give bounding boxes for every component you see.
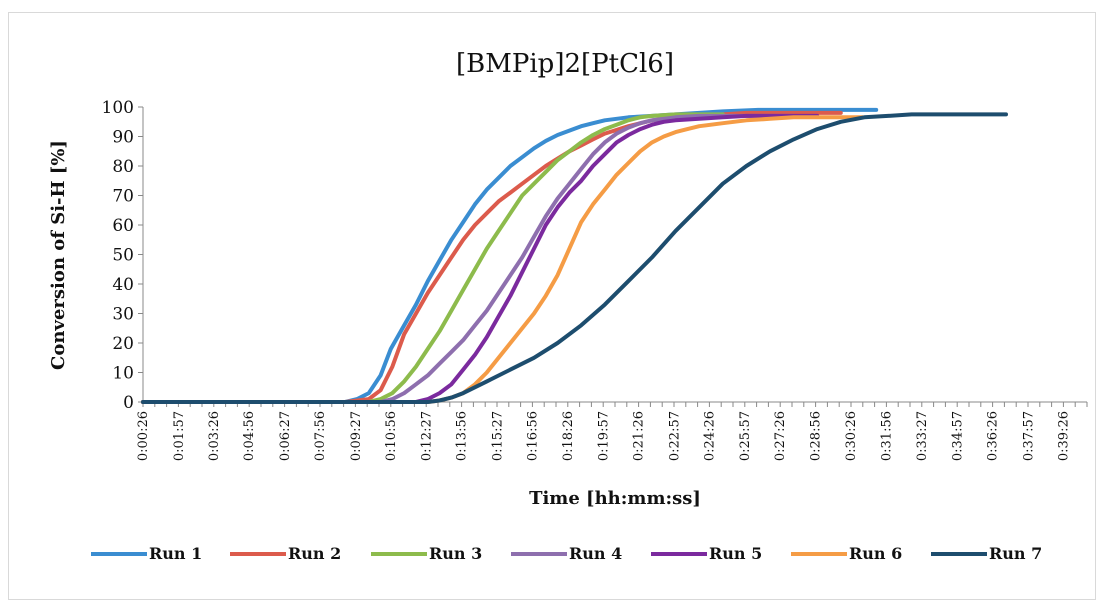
x-tick-label: 0:24:26 — [702, 411, 717, 461]
x-tick-label: 0:31:56 — [879, 411, 894, 461]
plot-area — [141, 107, 1008, 404]
y-tick-label: 10 — [112, 364, 134, 384]
series-line-run-5 — [141, 113, 820, 404]
y-axis-label: Conversion of Si-H [%] — [48, 140, 69, 370]
series-line-run-6 — [141, 115, 865, 404]
series-line-run-7 — [141, 112, 1008, 404]
y-tick-label: 50 — [112, 246, 134, 266]
y-tick-label: 100 — [102, 98, 134, 118]
y-tick-label: 70 — [112, 187, 134, 207]
legend-item-label: Run 6 — [849, 544, 902, 563]
legend-item-label: Run 2 — [288, 544, 341, 563]
y-tick-label: 20 — [112, 334, 134, 354]
x-tick-label: 0:15:27 — [490, 411, 505, 461]
y-tick-label: 40 — [112, 275, 134, 295]
y-axis: 0 10 20 30 40 50 60 70 80 90 100 — [102, 98, 144, 413]
line-chart: [BMPip]2[PtCl6] Conversion of Si-H [%] T… — [48, 49, 1088, 563]
y-tick-label: 0 — [123, 393, 134, 413]
x-axis: 0:00:26 0:01:57 0:03:26 0:04:56 0:06:27 0:07:… — [136, 401, 1088, 461]
x-tick-label: 0:03:26 — [207, 411, 222, 461]
x-tick-label: 0:07:56 — [313, 411, 328, 461]
x-tick-label: 0:09:27 — [349, 411, 364, 461]
x-tick-label: 0:37:57 — [1021, 411, 1036, 461]
x-tick-label: 0:19:57 — [597, 411, 612, 461]
x-tick-label: 0:21:26 — [632, 411, 647, 461]
x-tick-label: 0:16:56 — [525, 411, 540, 461]
legend-item-label: Run 4 — [569, 544, 622, 563]
x-tick-label: 0:06:27 — [278, 411, 293, 461]
y-tick-label: 30 — [112, 305, 134, 325]
x-axis-label: Time [hh:mm:ss] — [529, 488, 701, 509]
x-tick-label: 0:12:27 — [420, 411, 435, 461]
legend-item-label: Run 7 — [989, 544, 1042, 563]
series-line-run-2 — [141, 110, 843, 404]
x-tick-label: 0:10:56 — [384, 411, 399, 461]
x-tick-label: 0:04:56 — [242, 411, 257, 461]
x-tick-label: 0:30:26 — [844, 411, 859, 461]
y-tick-label: 80 — [112, 157, 134, 177]
legend: Run 1 Run 2 Run 3 Run 4 Run 5 Run 6 Run 7 — [91, 544, 1042, 563]
legend-item-label: Run 1 — [149, 544, 202, 563]
series-line-run-3 — [141, 112, 725, 404]
x-tick-label: 0:39:26 — [1056, 411, 1071, 461]
x-tick-label: 0:27:26 — [773, 411, 788, 461]
x-tick-label: 0:18:26 — [561, 411, 576, 461]
x-tick-label: 0:36:26 — [986, 411, 1001, 461]
x-tick-label: 0:22:57 — [667, 411, 682, 461]
x-tick-label: 0:33:27 — [915, 411, 930, 461]
x-tick-label: 0:00:26 — [136, 411, 151, 461]
x-tick-label: 0:01:57 — [172, 411, 187, 461]
legend-item-label: Run 3 — [429, 544, 482, 563]
x-tick-label: 0:25:57 — [738, 411, 753, 461]
y-tick-label: 60 — [112, 216, 134, 236]
y-tick-label: 90 — [112, 128, 134, 148]
series-line-run-4 — [141, 113, 796, 404]
x-tick-label: 0:34:57 — [951, 411, 966, 461]
x-tick-label: 0:28:56 — [809, 411, 824, 461]
x-tick-label: 0:13:56 — [455, 411, 470, 461]
legend-item-label: Run 5 — [709, 544, 762, 563]
chart-title: [BMPip]2[PtCl6] — [456, 49, 674, 79]
chart-frame: [BMPip]2[PtCl6] Conversion of Si-H [%] T… — [8, 12, 1096, 600]
